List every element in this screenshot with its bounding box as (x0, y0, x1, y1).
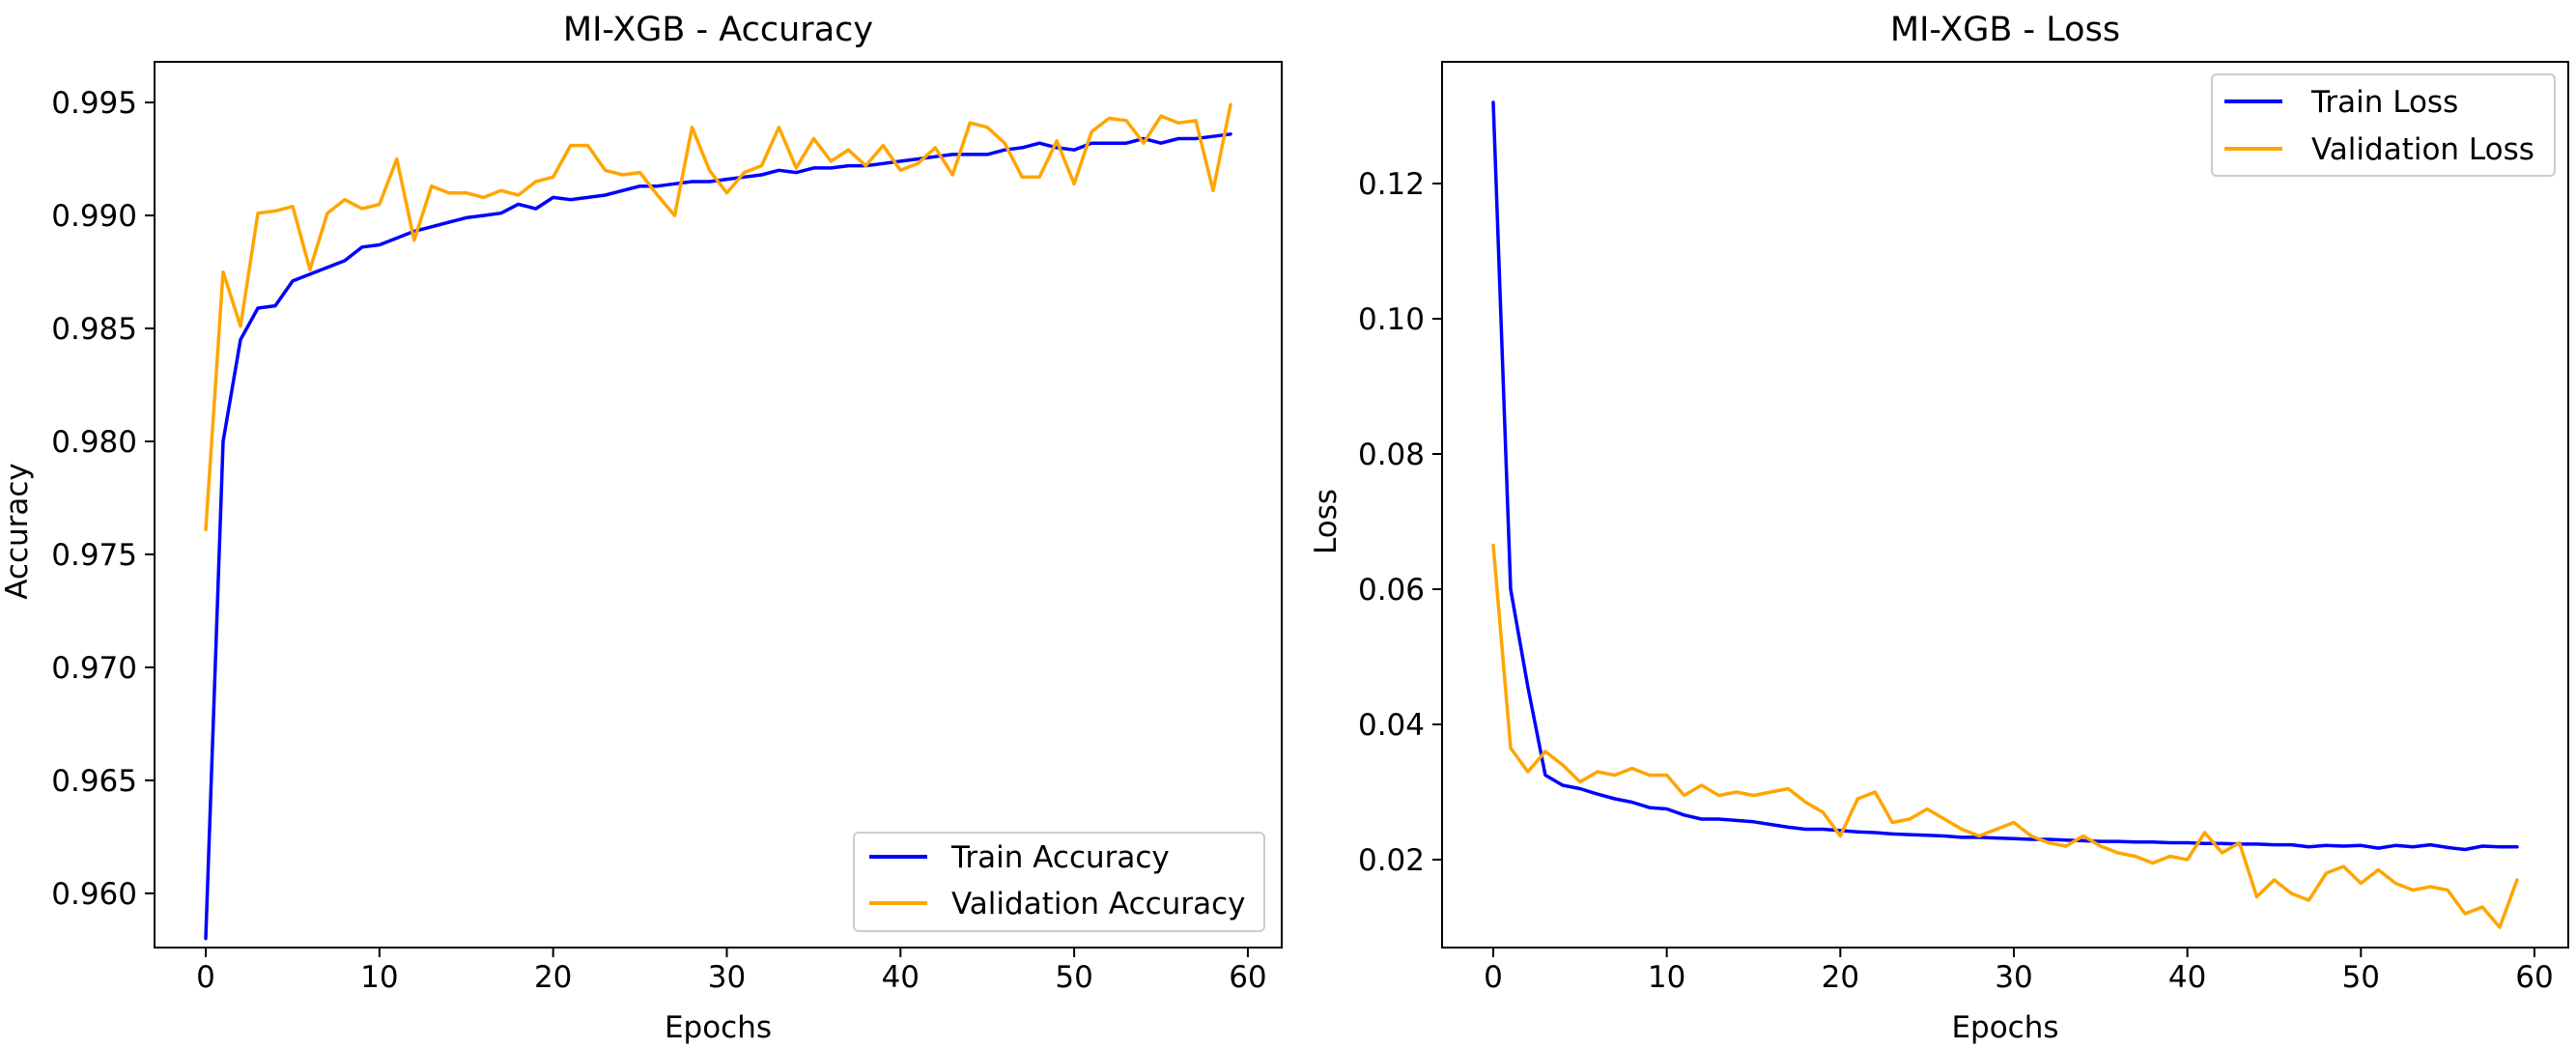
accuracy-ticks: 0 10 20 30 40 50 60 0.960 0.965 0.970 0.975 0.980 0.… (51, 86, 1266, 995)
legend-train-accuracy-label: Train Accuracy (950, 840, 1170, 875)
accuracy-chart-title: MI-XGB - Accuracy (563, 11, 873, 49)
loss-x-tick-label: 30 (1995, 960, 2032, 995)
accuracy-y-tick-label: 0.990 (51, 199, 137, 234)
validation-loss-line (1491, 543, 2519, 929)
accuracy-series-group (204, 102, 1232, 941)
loss-ticks: 0 10 20 30 40 50 60 0.02 0.04 0.06 0.08 0.10 0.12 (1358, 167, 2554, 995)
loss-legend: Train Loss Validation Loss (2211, 73, 2556, 177)
accuracy-panel: MI-XGB - Accuracy Epochs Accuracy 0 10 20 3… (0, 11, 1283, 1045)
accuracy-y-tick-label: 0.960 (51, 877, 137, 912)
loss-plot-frame (1441, 61, 2569, 949)
accuracy-x-tick-label: 20 (534, 960, 572, 995)
loss-x-tick-label: 50 (2342, 960, 2380, 995)
legend-train-loss-label: Train Loss (2310, 85, 2458, 120)
accuracy-x-tick-label: 50 (1055, 960, 1092, 995)
accuracy-y-tick-label: 0.995 (51, 86, 137, 121)
loss-x-axis-label: Epochs (1951, 1010, 2058, 1045)
loss-y-tick-label: 0.08 (1358, 438, 1425, 472)
loss-y-axis-label: Loss (1309, 489, 1344, 554)
loss-x-tick-label: 20 (1822, 960, 1859, 995)
loss-x-tick-label: 60 (2515, 960, 2553, 995)
loss-y-tick-label: 0.04 (1358, 708, 1425, 743)
accuracy-y-tick-label: 0.965 (51, 764, 137, 799)
loss-chart-title: MI-XGB - Loss (1890, 11, 2120, 49)
accuracy-y-tick-label: 0.970 (51, 651, 137, 686)
accuracy-y-tick-label: 0.985 (51, 312, 137, 347)
accuracy-y-tick-label: 0.975 (51, 538, 137, 573)
loss-x-tick-label: 40 (2168, 960, 2206, 995)
accuracy-x-tick-label: 40 (882, 960, 920, 995)
train-loss-line (1491, 100, 2519, 852)
accuracy-x-tick-label: 0 (196, 960, 215, 995)
loss-y-tick-label: 0.06 (1358, 573, 1425, 608)
loss-y-tick-label: 0.12 (1358, 167, 1425, 202)
loss-panel: MI-XGB - Loss Epochs Loss 0 10 20 30 40 50 600… (1309, 11, 2569, 1045)
loss-x-tick-label: 0 (1484, 960, 1503, 995)
loss-series-group (1491, 100, 2519, 929)
validation-accuracy-line (204, 102, 1232, 531)
legend-validation-loss-label: Validation Loss (2311, 132, 2534, 167)
accuracy-x-tick-label: 30 (708, 960, 746, 995)
loss-x-tick-label: 10 (1648, 960, 1685, 995)
accuracy-y-axis-label: Accuracy (0, 463, 35, 600)
accuracy-x-axis-label: Epochs (665, 1010, 772, 1045)
accuracy-y-tick-label: 0.980 (51, 425, 137, 460)
accuracy-legend-box (853, 832, 1265, 932)
accuracy-plot-frame (154, 61, 1283, 949)
loss-legend-box (2211, 73, 2556, 177)
accuracy-x-tick-label: 10 (360, 960, 398, 995)
accuracy-legend: Train Accuracy Validation Accuracy (853, 832, 1265, 932)
loss-y-tick-label: 0.02 (1358, 843, 1425, 878)
legend-validation-accuracy-label: Validation Accuracy (951, 887, 1245, 921)
loss-y-tick-label: 0.10 (1358, 302, 1425, 337)
accuracy-x-tick-label: 60 (1229, 960, 1266, 995)
